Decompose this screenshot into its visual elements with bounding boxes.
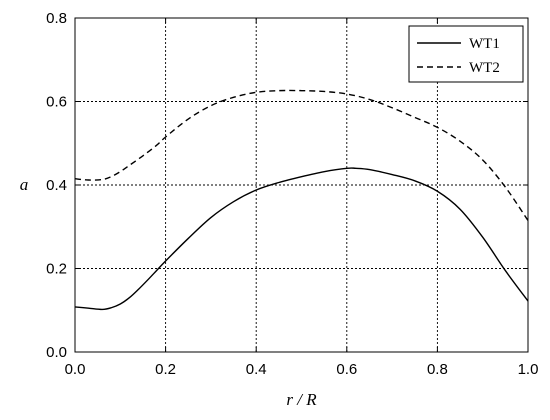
y-tick-label: 0.8 bbox=[46, 10, 67, 27]
y-tick-label: 0.4 bbox=[46, 177, 67, 194]
x-tick-label: 0.8 bbox=[427, 361, 448, 378]
x-tick-label: 0.4 bbox=[246, 361, 267, 378]
x-tick-label: 1.0 bbox=[518, 361, 539, 378]
legend: WT1 WT2 bbox=[408, 25, 524, 83]
y-tick-label: 0.6 bbox=[46, 94, 67, 111]
y-tick-label: 0.2 bbox=[46, 261, 67, 278]
series-line-wt1 bbox=[74, 167, 529, 311]
y-tick-label: 0.0 bbox=[46, 344, 67, 361]
legend-label-wt2: WT2 bbox=[469, 60, 500, 76]
legend-box bbox=[408, 25, 524, 83]
y-axis-label: a bbox=[20, 175, 29, 194]
grid-lines bbox=[75, 18, 528, 352]
legend-label-wt1: WT1 bbox=[469, 36, 500, 52]
axis-ticks bbox=[74, 17, 529, 353]
x-tick-label: 0.0 bbox=[65, 361, 86, 378]
x-tick-label: 0.6 bbox=[336, 361, 357, 378]
series-line-wt2 bbox=[74, 89, 529, 221]
series-layer bbox=[74, 89, 529, 311]
x-axis-label: r / R bbox=[286, 390, 317, 409]
x-tick-label: 0.2 bbox=[155, 361, 176, 378]
tick-labels: 0.0 0.2 0.4 0.6 0.8 1.0 0.0 0.2 0.4 0.6 0.8 bbox=[46, 10, 538, 378]
